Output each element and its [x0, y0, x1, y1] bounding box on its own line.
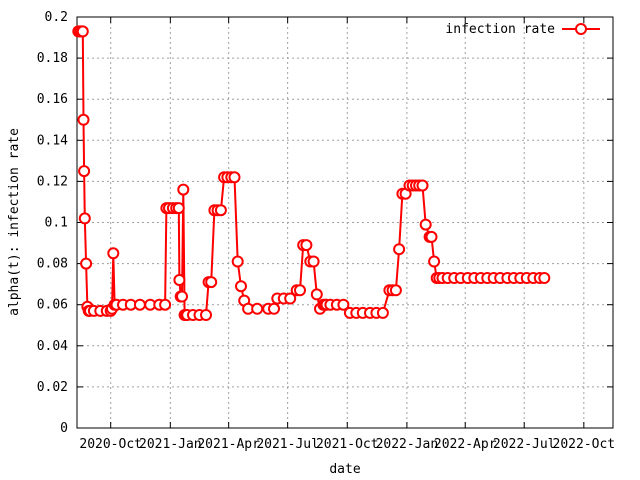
legend-label: infection rate — [445, 22, 555, 37]
data-point — [538, 272, 551, 284]
data-point — [300, 239, 313, 252]
data-point — [78, 212, 91, 225]
y-tick-label: 0.14 — [37, 133, 68, 148]
legend-marker-icon — [575, 23, 587, 35]
data-point — [376, 306, 389, 319]
x-tick-label: 2022-Apr — [434, 437, 497, 452]
y-tick-label: 0.1 — [45, 216, 68, 231]
y-axis: 0 0.02 0.04 0.06 0.08 0.1 0.12 0.14 0.16 0.18 0.2 — [37, 10, 613, 436]
data-point — [310, 288, 323, 301]
y-tick-label: 0.18 — [37, 51, 68, 66]
data-point — [251, 302, 264, 315]
x-tick-label: 2021-Jan — [139, 437, 202, 452]
data-point — [76, 25, 89, 38]
data-point — [337, 298, 350, 311]
y-tick-label: 0.12 — [37, 174, 68, 189]
y-tick-label: 0 — [60, 421, 68, 436]
data-point — [425, 230, 438, 243]
legend: infection rate — [445, 22, 600, 37]
x-tick-label: 2022-Oct — [553, 437, 616, 452]
data-point — [228, 171, 241, 184]
data-point — [389, 284, 402, 297]
data-point — [428, 255, 441, 268]
data-point — [205, 276, 218, 289]
x-tick-label: 2020-Oct — [79, 437, 142, 452]
data-point — [200, 309, 212, 321]
data-point — [78, 165, 91, 178]
y-tick-label: 0.04 — [37, 339, 68, 354]
y-tick-label: 0.02 — [37, 380, 68, 395]
data-point — [284, 292, 297, 305]
y-tick-label: 0.08 — [37, 257, 68, 272]
data-point — [307, 255, 320, 268]
x-tick-label: 2022-Jul — [493, 437, 556, 452]
y-tick-label: 0.16 — [37, 92, 68, 107]
data-point — [177, 183, 190, 196]
x-tick-label: 2021-Jul — [256, 437, 319, 452]
data-point — [77, 113, 90, 126]
data-point — [176, 290, 188, 303]
data-point — [133, 298, 146, 311]
data-point — [419, 218, 432, 231]
data-point — [172, 202, 185, 215]
data-point — [107, 247, 120, 260]
x-axis-label: date — [329, 462, 360, 477]
data-point — [80, 257, 93, 270]
y-axis-label: alpha(t): infection rate — [7, 128, 22, 316]
data-point — [214, 204, 227, 217]
data-point — [235, 280, 247, 293]
x-tick-label: 2022-Jan — [376, 437, 439, 452]
x-tick-label: 2021-Apr — [197, 437, 260, 452]
data-point — [159, 298, 172, 311]
data-point — [173, 274, 186, 286]
data-point — [416, 179, 429, 192]
data-point — [231, 255, 244, 268]
data-point — [294, 284, 306, 297]
x-tick-label: 2021-Oct — [316, 437, 379, 452]
x-axis: 2020-Oct2021-Jan2021-Apr2021-Jul2021-Oct… — [79, 17, 615, 452]
data-point — [393, 243, 406, 256]
y-tick-label: 0.2 — [45, 10, 68, 25]
series-infection-rate — [72, 25, 551, 321]
data-point — [268, 302, 280, 315]
y-tick-label: 0.06 — [37, 298, 68, 313]
grid — [77, 16, 613, 429]
